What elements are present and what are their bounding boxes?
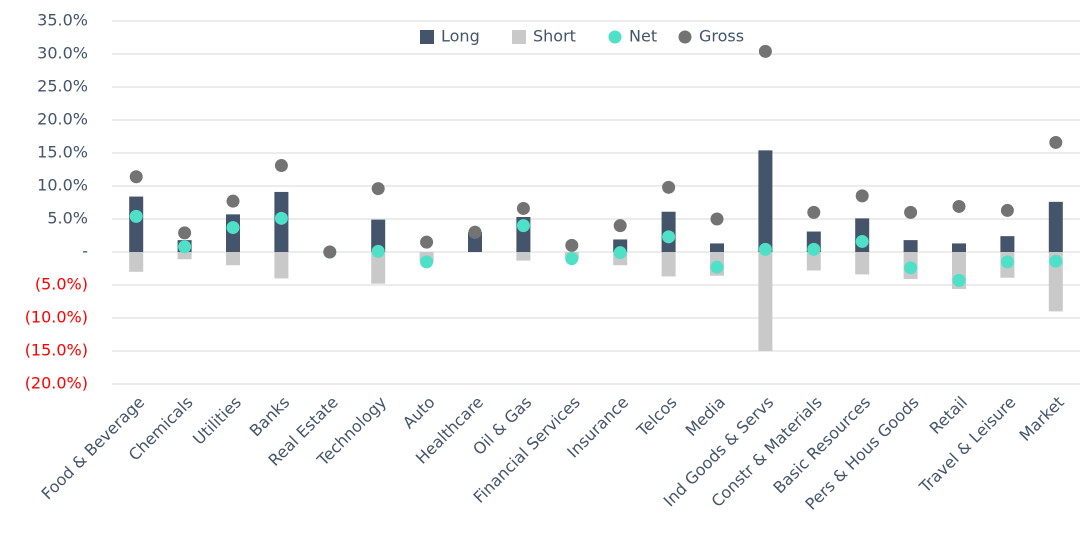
bar	[371, 219, 386, 252]
dot	[952, 273, 966, 287]
bar	[661, 252, 676, 277]
bar	[903, 240, 918, 252]
y-tick-label: (5.0%)	[35, 275, 88, 294]
bar	[1000, 236, 1015, 252]
dot	[662, 230, 676, 244]
dot	[178, 226, 192, 240]
y-tick-label: 25.0%	[37, 77, 88, 96]
x-tick-label: Banks	[246, 393, 294, 441]
dot	[1049, 254, 1063, 268]
y-tick-label: 5.0%	[47, 209, 88, 228]
bar	[952, 243, 966, 252]
x-tick-label: Telcos	[632, 393, 680, 441]
bar	[1048, 201, 1063, 252]
legend-label: Gross	[699, 27, 744, 46]
dot	[226, 194, 240, 208]
dot	[1000, 255, 1014, 269]
y-tick-label: 20.0%	[37, 110, 88, 129]
bar	[855, 252, 870, 275]
dot	[758, 242, 772, 256]
bar	[226, 252, 240, 266]
y-tick-label: (15.0%)	[25, 341, 88, 360]
bar	[274, 252, 289, 279]
bar	[129, 252, 144, 272]
bar	[516, 252, 531, 261]
x-tick-label: Utilities	[189, 393, 245, 449]
dot	[710, 260, 724, 274]
legend-label: Net	[629, 27, 657, 46]
dot	[565, 252, 579, 266]
dot	[129, 209, 143, 223]
bar	[710, 243, 724, 252]
dot	[710, 212, 724, 226]
bar	[177, 252, 192, 260]
bar	[758, 150, 773, 252]
dot	[468, 225, 482, 239]
x-tick-label: Media	[682, 393, 729, 440]
dot	[420, 235, 434, 249]
dot	[226, 221, 240, 235]
dot	[613, 246, 627, 260]
dot	[855, 234, 869, 248]
bar	[1048, 252, 1063, 312]
x-tick-label: Market	[1015, 393, 1067, 445]
dot	[662, 180, 676, 194]
dot	[129, 170, 143, 184]
dot	[323, 245, 337, 259]
y-tick-label: 10.0%	[37, 176, 88, 195]
y-tick-label: 35.0%	[37, 11, 88, 30]
dot	[371, 182, 385, 196]
y-tick-label: -	[82, 242, 88, 261]
y-tick-label: (10.0%)	[25, 308, 88, 327]
x-tick-label: Retail	[926, 393, 971, 438]
dot	[371, 244, 385, 258]
dot	[178, 240, 192, 254]
dot	[807, 242, 821, 256]
dot	[420, 255, 434, 269]
dot	[274, 211, 288, 225]
legend-label: Long	[441, 27, 480, 46]
dot	[274, 159, 288, 173]
dot	[807, 205, 821, 219]
dot	[1000, 203, 1014, 217]
bar	[806, 252, 821, 271]
dot	[952, 199, 966, 213]
dot	[904, 205, 918, 219]
dot	[516, 219, 530, 233]
x-tick-label: Auto	[399, 393, 439, 433]
y-tick-label: (20.0%)	[25, 374, 88, 393]
y-tick-label: 30.0%	[37, 44, 88, 63]
dot	[565, 238, 579, 252]
dot	[613, 219, 627, 233]
legend-swatch	[512, 30, 526, 44]
legend-label: Short	[533, 27, 576, 46]
dot	[904, 261, 918, 275]
dot	[516, 201, 530, 215]
legend-swatch	[608, 30, 622, 44]
bar	[758, 252, 773, 351]
dot	[855, 189, 869, 203]
y-tick-label: 15.0%	[37, 143, 88, 162]
dot	[758, 44, 772, 58]
legend-swatch	[420, 30, 434, 44]
bar	[371, 252, 386, 284]
bar	[129, 196, 144, 252]
dot	[1049, 135, 1063, 149]
legend-swatch	[678, 30, 692, 44]
